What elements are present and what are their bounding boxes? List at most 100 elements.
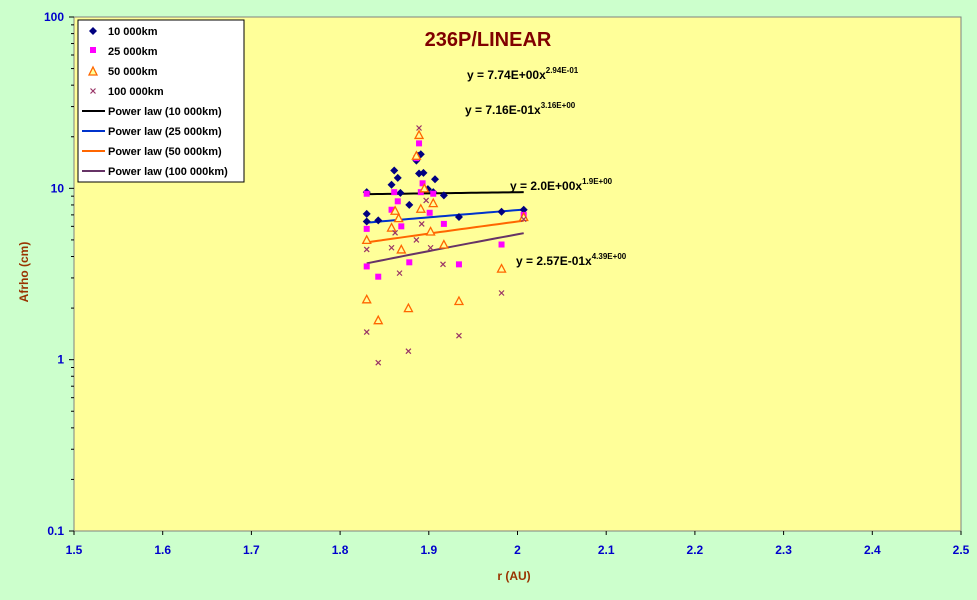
equation-50000km-exponent: 3.16E+00 (541, 101, 576, 110)
data-point-triangle (361, 234, 372, 245)
legend-label-25000km: 25 000km (108, 46, 158, 58)
data-point-x (418, 220, 425, 227)
x-tick-label: 1.5 (66, 543, 83, 557)
legend-label-50000km: 50 000km (108, 66, 158, 78)
legend-item-50000km: 50 000km (87, 65, 158, 78)
data-point-triangle (419, 182, 430, 193)
legend-label-powerlaw-100000km: Power law (100 000km) (108, 166, 228, 178)
data-point-triangle (373, 314, 384, 325)
data-point-triangle (428, 197, 439, 208)
x-tick-label: 2.2 (687, 543, 704, 557)
x-tick-label: 2.4 (864, 543, 881, 557)
legend-label-10000km: 10 000km (108, 26, 158, 38)
equation-50000km-main: y = 7.16E-01x (465, 103, 541, 117)
data-point-x (413, 236, 420, 243)
data-point-square (416, 140, 423, 147)
data-point-diamond (387, 180, 396, 189)
x-tick-label: 1.9 (420, 543, 437, 557)
legend-x-icon (90, 88, 96, 94)
legend-item-powerlaw-10000km: Power law (10 000km) (82, 106, 222, 118)
equation-100000km-exponent: 4.39E+00 (592, 252, 627, 261)
x-tick-label: 2 (514, 543, 521, 557)
data-point-square (498, 241, 505, 248)
data-point-diamond (439, 191, 448, 200)
trendline-2 (366, 219, 524, 244)
data-point-x (520, 216, 527, 223)
y-tick-label: 0.1 (47, 524, 64, 538)
data-point-x (363, 329, 370, 335)
data-point-x (498, 290, 505, 296)
legend-label-powerlaw-25000km: Power law (25 000km) (108, 126, 222, 138)
data-point-x (396, 270, 403, 277)
data-point-x (363, 246, 370, 253)
equation-25000km: y = 2.0E+00x1.9E+00 (510, 177, 613, 193)
data-point-x (427, 244, 434, 251)
data-point-square (363, 225, 370, 232)
data-point-diamond (362, 209, 371, 218)
legend-item-10000km: 10 000km (89, 26, 158, 38)
data-point-square (455, 261, 462, 268)
data-point-x (456, 332, 462, 339)
data-point-square (426, 209, 433, 216)
y-axis-title: Afrho (cm) (17, 242, 31, 303)
x-tick-label: 1.8 (332, 543, 349, 557)
data-point-diamond (396, 188, 405, 197)
data-point-diamond (454, 213, 463, 222)
y-tick-label: 10 (51, 181, 65, 195)
data-point-square (388, 206, 395, 213)
data-point-triangle (393, 212, 404, 223)
legend-square-icon (90, 47, 96, 53)
data-point-x (416, 125, 422, 131)
legend-triangle-icon (87, 65, 99, 76)
legend-diamond-icon (89, 27, 97, 35)
x-tick-label: 1.6 (154, 543, 171, 557)
equation-10000km-exponent: 2.94E-01 (546, 66, 579, 75)
equation-25000km-exponent: 1.9E+00 (582, 177, 613, 186)
data-point-x (405, 348, 412, 355)
legend-label-powerlaw-50000km: Power law (50 000km) (108, 146, 222, 158)
data-point-square (440, 220, 447, 227)
data-point-diamond (393, 173, 402, 182)
data-point-diamond (419, 168, 428, 177)
legend-label-100000km: 100 000km (108, 86, 164, 98)
x-tick-label: 1.7 (243, 543, 260, 557)
data-point-triangle (415, 203, 426, 213)
data-point-triangle (496, 263, 507, 273)
data-point-x (388, 244, 395, 251)
data-point-square (398, 223, 405, 230)
data-point-diamond (390, 166, 399, 175)
data-point-x (423, 197, 430, 204)
data-point-diamond (374, 216, 383, 225)
data-point-square (375, 273, 382, 280)
equation-10000km-main: y = 7.74E+00x (467, 68, 546, 82)
data-point-square (391, 189, 398, 196)
data-point-triangle (438, 239, 449, 249)
data-point-square (363, 263, 370, 270)
data-point-square (394, 198, 401, 205)
data-point-diamond (431, 175, 440, 184)
data-point-square (363, 190, 370, 197)
x-tick-label: 2.5 (953, 543, 970, 557)
data-point-diamond (497, 207, 506, 216)
legend: 10 000km 25 000km 50 000km 100 000km Pow… (77, 19, 245, 183)
data-point-square (430, 190, 437, 197)
x-tick-label: 2.1 (598, 543, 615, 557)
data-point-x (375, 359, 382, 366)
legend-box (77, 19, 245, 183)
data-point-triangle (390, 205, 401, 215)
chart-title: 236P/LINEAR (425, 29, 552, 51)
equation-25000km-main: y = 2.0E+00x (510, 179, 582, 193)
x-axis-title: r (AU) (497, 569, 530, 583)
legend-item-powerlaw-100000km: Power law (100 000km) (82, 166, 228, 178)
legend-item-100000km: 100 000km (90, 86, 164, 98)
data-point-diamond (519, 205, 528, 214)
y-tick-label: 100 (44, 10, 64, 24)
x-tick-label: 2.3 (775, 543, 792, 557)
data-point-x (392, 229, 399, 236)
data-point-square (419, 180, 426, 187)
legend-item-powerlaw-50000km: Power law (50 000km) (82, 146, 222, 158)
data-point-diamond (362, 217, 371, 226)
data-point-x (440, 261, 446, 268)
y-tick-label: 1 (57, 353, 64, 367)
